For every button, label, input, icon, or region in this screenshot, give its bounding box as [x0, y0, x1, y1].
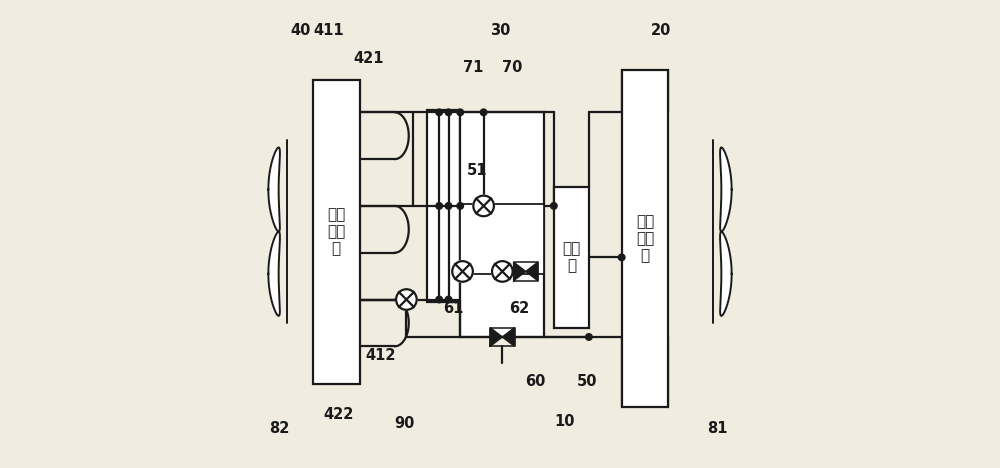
- Circle shape: [436, 109, 442, 116]
- Polygon shape: [526, 262, 538, 281]
- Circle shape: [396, 289, 417, 310]
- Polygon shape: [268, 147, 280, 232]
- Text: 51: 51: [467, 163, 488, 178]
- Text: 411: 411: [314, 23, 344, 38]
- Bar: [427, 110, 460, 302]
- Circle shape: [452, 261, 473, 282]
- Circle shape: [436, 296, 442, 303]
- Text: 70: 70: [502, 60, 522, 75]
- Text: 90: 90: [394, 416, 414, 431]
- Text: 422: 422: [323, 407, 354, 422]
- Polygon shape: [502, 328, 515, 346]
- Bar: [622, 70, 668, 407]
- Text: 20: 20: [651, 23, 672, 38]
- Text: 82: 82: [269, 421, 289, 436]
- Circle shape: [551, 203, 557, 209]
- Circle shape: [445, 109, 452, 116]
- Circle shape: [473, 196, 494, 216]
- Text: 60: 60: [525, 374, 545, 389]
- Text: 室内
换热
器: 室内 换热 器: [636, 214, 654, 263]
- Bar: [460, 204, 544, 274]
- Circle shape: [618, 254, 625, 261]
- Text: 62: 62: [510, 301, 530, 316]
- Circle shape: [480, 109, 487, 116]
- Text: 81: 81: [707, 421, 728, 436]
- Text: 10: 10: [554, 414, 575, 429]
- Text: 61: 61: [443, 301, 463, 316]
- Text: 421: 421: [354, 51, 384, 66]
- Bar: [313, 80, 360, 384]
- Text: 412: 412: [365, 348, 396, 363]
- Circle shape: [445, 203, 452, 209]
- Text: 71: 71: [463, 60, 483, 75]
- Text: 室外
换热
器: 室外 换热 器: [327, 207, 345, 256]
- Text: 40: 40: [290, 23, 310, 38]
- Bar: [554, 187, 589, 328]
- Circle shape: [457, 203, 463, 209]
- Text: 50: 50: [576, 374, 597, 389]
- Bar: [460, 112, 544, 337]
- Text: 30: 30: [490, 23, 510, 38]
- Polygon shape: [490, 328, 502, 346]
- Circle shape: [436, 203, 442, 209]
- Polygon shape: [514, 262, 526, 281]
- Text: 压缩
机: 压缩 机: [562, 241, 580, 274]
- Polygon shape: [268, 232, 280, 316]
- Polygon shape: [720, 147, 732, 232]
- Circle shape: [445, 296, 452, 303]
- Circle shape: [586, 334, 592, 340]
- Polygon shape: [720, 232, 732, 316]
- Circle shape: [457, 109, 463, 116]
- Circle shape: [492, 261, 513, 282]
